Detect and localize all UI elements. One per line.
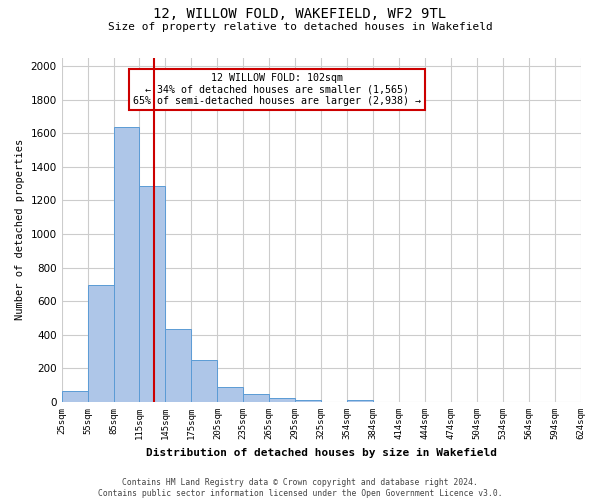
Text: Contains HM Land Registry data © Crown copyright and database right 2024.
Contai: Contains HM Land Registry data © Crown c…	[98, 478, 502, 498]
Text: 12 WILLOW FOLD: 102sqm
← 34% of detached houses are smaller (1,565)
65% of semi-: 12 WILLOW FOLD: 102sqm ← 34% of detached…	[133, 73, 421, 106]
Bar	[166, 329, 191, 402]
X-axis label: Distribution of detached houses by size in Wakefield: Distribution of detached houses by size …	[146, 448, 497, 458]
Bar	[217, 387, 243, 402]
Bar	[269, 398, 295, 402]
Bar	[347, 400, 373, 402]
Bar	[62, 391, 88, 402]
Bar	[88, 285, 113, 402]
Y-axis label: Number of detached properties: Number of detached properties	[15, 139, 25, 320]
Bar	[139, 186, 166, 402]
Bar	[295, 400, 321, 402]
Text: 12, WILLOW FOLD, WAKEFIELD, WF2 9TL: 12, WILLOW FOLD, WAKEFIELD, WF2 9TL	[154, 8, 446, 22]
Text: Size of property relative to detached houses in Wakefield: Size of property relative to detached ho…	[107, 22, 493, 32]
Bar	[243, 394, 269, 402]
Bar	[113, 127, 139, 402]
Bar	[191, 360, 217, 402]
